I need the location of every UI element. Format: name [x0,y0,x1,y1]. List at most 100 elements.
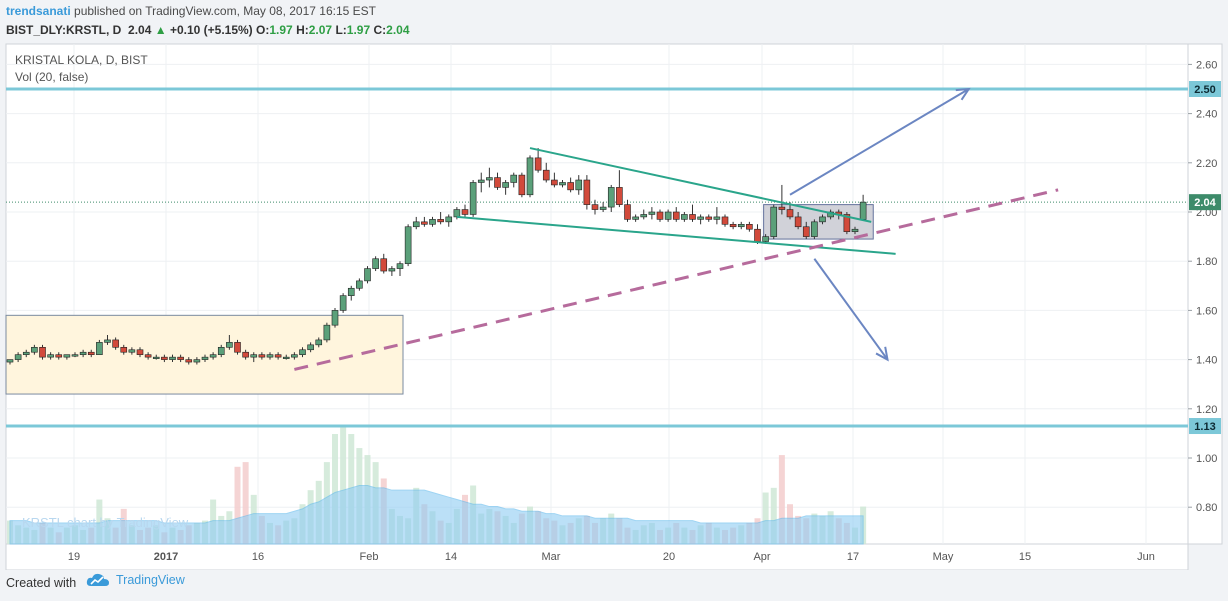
close-value: 2.04 [386,23,410,37]
up-triangle-icon: ▲ [154,23,167,37]
candle-body [672,211,680,220]
price-change: +0.10 (+5.15%) [169,23,253,37]
candle-body [242,351,249,358]
candle-body [136,349,144,355]
tradingview-brand[interactable]: TradingView [86,573,185,587]
candle-body [364,268,371,282]
candle-body [721,216,729,225]
time-tick-label: May [933,551,954,563]
candle-body [161,356,168,360]
channel-lower-line [456,215,896,255]
time-tick-label: 17 [847,551,859,563]
volume-bar [234,466,241,544]
candle-body [144,354,152,358]
candle-body [217,346,225,355]
candle-body [234,342,241,353]
candle-body [339,295,347,311]
candle-body [624,204,631,220]
symbol-line: BIST_DLY:KRSTL, D 2.04 ▲ +0.10 (+5.15%) … [6,23,410,37]
candle-body [266,354,274,358]
candle-body [762,236,769,242]
candle-body [486,177,493,181]
price-axis[interactable] [1187,43,1223,545]
candle-body [79,351,87,355]
candle-body [616,187,623,205]
candle-body [453,209,461,218]
candle-body [632,216,639,220]
chart-header: trendsanati published on TradingView.com… [0,0,1228,44]
candle-body [396,263,404,269]
price-tick-label: 1.00 [1196,453,1217,465]
low-value: 1.97 [346,23,371,37]
candle-body [372,258,379,269]
candle-body [63,354,71,358]
symbol-name: BIST_DLY:KRSTL, D [6,23,122,37]
arrow-up-shaft [789,88,970,196]
high-value: 2.07 [308,23,333,37]
candle-body [664,211,672,220]
high-label: H: [296,23,309,37]
price-tick-label: 1.40 [1196,355,1217,367]
candle-body [104,339,111,343]
candle-body [177,356,184,360]
candle-body [591,204,599,210]
candle-body [96,342,103,355]
last-price: 2.04 [128,23,152,37]
candle-body [542,169,550,181]
candle-body [778,206,786,210]
time-tick-label: 19 [68,551,80,563]
candle-body [607,187,615,208]
time-tick-label: Jun [1137,551,1155,563]
time-axis[interactable] [5,543,1189,570]
candle-body [811,221,818,237]
candle-body [746,224,753,230]
candle-body [575,179,583,191]
price-badge-label: 2.04 [1194,197,1216,209]
close-label: C: [373,23,387,37]
candle-body [477,179,485,183]
volume-bar [340,427,347,544]
candle-body [388,268,396,272]
candle-body [291,354,298,358]
dashed-trendline [294,188,1059,371]
low-label: L: [335,23,347,37]
candle-body [851,228,859,232]
arrow-down-shaft [813,258,889,361]
candle-body [14,354,22,360]
candle-body [559,182,566,186]
tradingview-cloud-icon [86,573,109,586]
time-tick-label: Apr [753,551,770,563]
time-tick-label: 15 [1019,551,1031,563]
candle-body [786,209,794,218]
candle-body [55,354,63,358]
publish-line: trendsanati published on TradingView.com… [6,4,376,18]
author-link[interactable]: trendsanati [6,4,71,18]
candle-body [705,216,713,220]
created-with-text: Created with [6,576,77,590]
candle-body [380,258,388,272]
candle-body [226,342,233,348]
candle-body [185,359,193,363]
candle-body [31,346,38,353]
candle-body [583,179,591,205]
price-tick-label: 2.40 [1196,109,1217,121]
price-tick-label: 1.80 [1196,256,1217,268]
price-badge [1189,418,1221,435]
candle-body [193,359,201,363]
candle-body [209,354,217,358]
candle-body [120,346,128,353]
price-badge-label: 2.50 [1194,84,1215,96]
price-tick-label: 2.20 [1196,158,1217,170]
price-tick-label: 2.60 [1196,59,1217,71]
candle-body [494,177,501,188]
time-tick-label: 14 [445,551,457,563]
candle-body [843,214,851,232]
candle-body [518,174,526,196]
candle-body [201,356,209,360]
candle-body [681,214,688,220]
volume-layer [7,427,867,545]
candle-body [331,310,339,326]
price-chart[interactable]: 2.602.402.202.001.801.601.401.201.000.80… [0,0,1228,570]
volume-bar [762,492,769,544]
candle-body [437,219,444,223]
